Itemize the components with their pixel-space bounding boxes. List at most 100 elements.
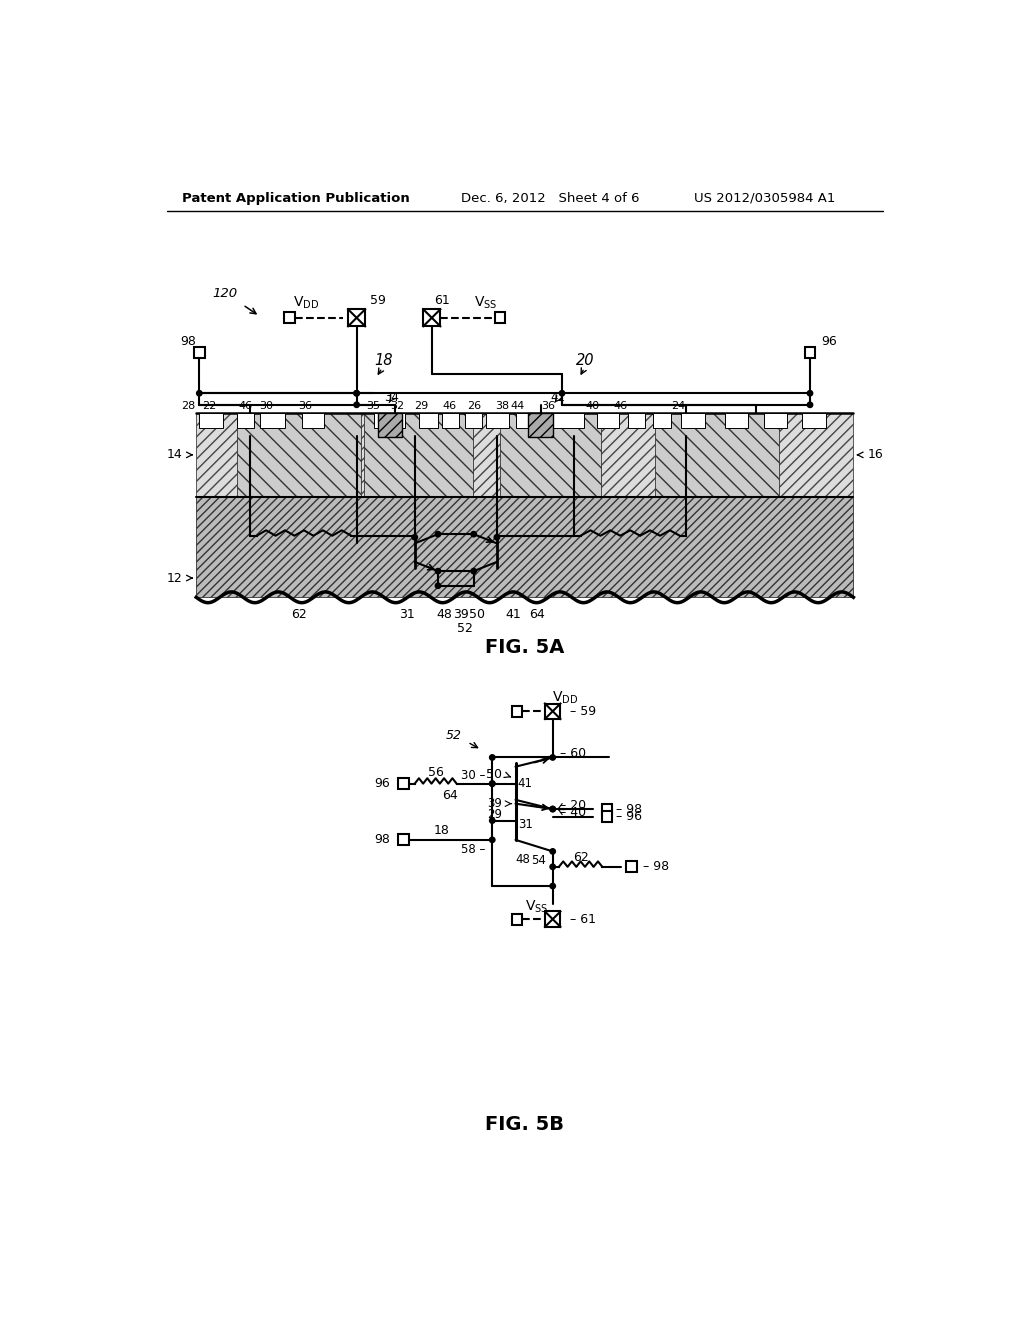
Circle shape [471,569,476,574]
Circle shape [550,883,555,888]
Bar [764,413,786,428]
Text: US 2012/0305984 A1: US 2012/0305984 A1 [693,191,836,205]
Text: 36: 36 [541,401,555,412]
Bar [442,413,459,428]
Bar [465,413,482,428]
Circle shape [489,781,495,787]
Text: 38: 38 [496,401,509,412]
Circle shape [489,781,495,787]
Bar [545,704,560,719]
Text: 64: 64 [529,607,545,620]
Text: 98: 98 [180,335,197,348]
Text: 34: 34 [384,391,399,404]
Text: 31: 31 [518,818,532,832]
Text: 64: 64 [441,788,458,801]
Text: 46: 46 [442,401,457,412]
Text: 41: 41 [505,607,521,620]
Text: 59: 59 [371,294,386,308]
Bar [200,413,222,428]
Text: 62: 62 [291,607,306,620]
Text: FIG. 5B: FIG. 5B [485,1115,564,1134]
Text: 50: 50 [486,768,503,781]
Text: 52: 52 [457,622,473,635]
Bar [375,413,406,428]
Circle shape [412,535,418,540]
Text: $\mathrm{V_{SS}}$: $\mathrm{V_{SS}}$ [474,294,498,312]
Text: 32: 32 [390,401,404,412]
Text: 22: 22 [203,401,216,412]
Bar [601,804,612,814]
Text: Patent Application Publication: Patent Application Publication [182,191,410,205]
Text: 62: 62 [572,851,589,865]
Text: – 96: – 96 [616,810,642,824]
Circle shape [807,403,813,408]
Text: 48: 48 [516,853,530,866]
Text: $\mathrm{V_{SS}}$: $\mathrm{V_{SS}}$ [524,899,548,915]
Text: $\mathrm{V_{DD}}$: $\mathrm{V_{DD}}$ [293,294,319,312]
Circle shape [550,807,555,812]
Text: 58 –: 58 – [461,842,485,855]
Bar [802,413,825,428]
Text: – 20: – 20 [560,799,587,812]
Bar [512,913,522,924]
Text: 46: 46 [239,401,253,412]
Text: 29: 29 [487,808,503,821]
Bar [197,498,853,598]
Bar [512,706,522,717]
Text: – 61: – 61 [569,912,596,925]
Text: – 98: – 98 [643,861,670,874]
Text: 35: 35 [366,401,380,412]
Bar [601,812,612,822]
Text: 40: 40 [586,401,600,412]
Bar [628,413,645,428]
Circle shape [489,755,495,760]
Text: 44: 44 [511,401,525,412]
Circle shape [471,532,476,537]
Bar [260,413,285,428]
Bar [545,911,560,927]
Circle shape [807,391,813,396]
Text: – 60: – 60 [560,747,587,760]
Text: – 98: – 98 [616,803,642,816]
Text: 30 –: 30 – [461,770,485,783]
Bar [627,862,637,873]
Text: 120: 120 [212,286,238,300]
Text: $\mathrm{V_{DD}}$: $\mathrm{V_{DD}}$ [552,689,578,706]
Circle shape [197,391,202,396]
Text: 50: 50 [469,607,484,620]
Bar [653,413,671,428]
Text: – 40: – 40 [560,807,587,820]
Circle shape [550,807,555,812]
Bar [495,313,506,323]
Circle shape [550,849,555,854]
Bar [197,412,853,498]
Bar [348,309,366,326]
Circle shape [354,403,359,408]
Text: 98: 98 [374,833,390,846]
Bar [528,413,553,437]
Text: 52: 52 [445,730,462,742]
Text: 18: 18 [375,354,393,368]
Text: FIG. 5A: FIG. 5A [485,638,564,657]
Bar [237,412,360,498]
Circle shape [354,391,359,396]
Text: 28: 28 [181,401,196,412]
Circle shape [435,569,440,574]
Bar [500,412,601,498]
Bar [725,413,748,428]
Circle shape [354,391,359,396]
Bar [681,413,705,428]
Bar [397,779,409,789]
Circle shape [435,583,440,589]
Text: – 59: – 59 [569,705,596,718]
Circle shape [495,535,500,540]
Text: 26: 26 [467,401,481,412]
Text: 20: 20 [575,354,595,368]
Text: 31: 31 [399,607,415,620]
Circle shape [489,818,495,824]
Text: 16: 16 [867,449,883,462]
Bar [423,309,440,326]
Bar [486,413,509,428]
Bar [365,412,473,498]
Text: 18: 18 [434,824,450,837]
